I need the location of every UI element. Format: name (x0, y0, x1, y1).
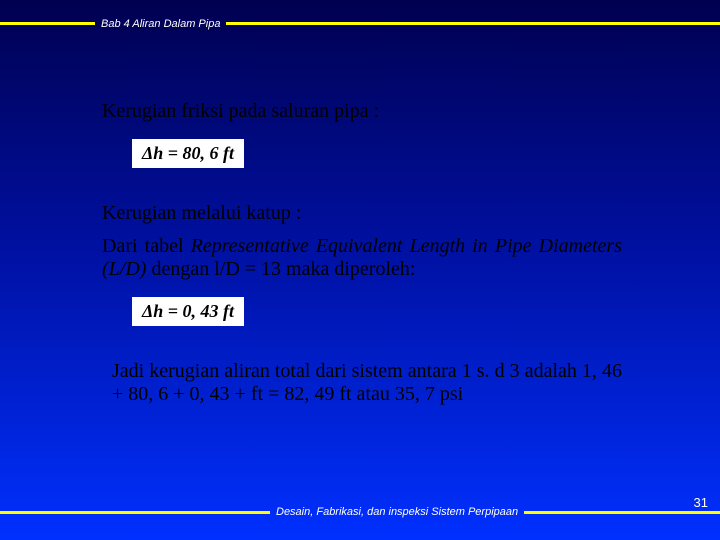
page-number: 31 (694, 495, 708, 510)
paragraph-1: Kerugian friksi pada saluran pipa : (102, 100, 622, 123)
p3-part-a: Dari tabel (102, 235, 191, 257)
footer-rule: Desain, Fabrikasi, dan inspeksi Sistem P… (0, 506, 720, 518)
footer-title: Desain, Fabrikasi, dan inspeksi Sistem P… (270, 506, 524, 518)
chapter-title: Bab 4 Aliran Dalam Pipa (95, 18, 226, 30)
paragraph-2: Kerugian melalui katup : (102, 202, 622, 225)
header-rule: Bab 4 Aliran Dalam Pipa (0, 22, 720, 25)
footer-rule-right (524, 511, 720, 514)
paragraph-3: Dari tabel Representative Equivalent Len… (102, 235, 622, 281)
header-rule-right (226, 22, 720, 25)
paragraph-4: Jadi kerugian aliran total dari sistem a… (112, 360, 622, 406)
header-rule-left (0, 22, 95, 25)
formula-2: Δh = 0, 43 ft (132, 297, 244, 326)
footer-rule-left (0, 511, 270, 514)
slide-body: Kerugian friksi pada saluran pipa : Δh =… (102, 100, 622, 416)
formula-1: Δh = 80, 6 ft (132, 139, 244, 168)
p3-part-c: dengan l/D = 13 maka diperoleh: (146, 258, 415, 280)
